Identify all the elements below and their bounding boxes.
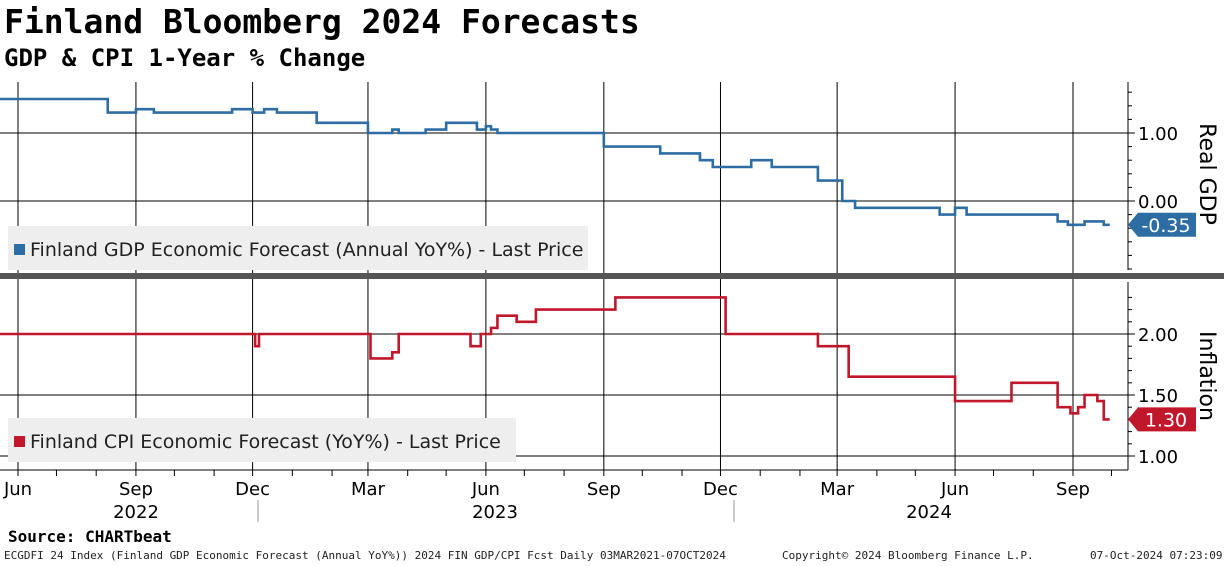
- legend-swatch: [14, 436, 25, 447]
- x-tick-label: Dec: [703, 479, 738, 500]
- chart-subtitle: GDP & CPI 1-Year % Change: [4, 44, 366, 72]
- panel-separator: [0, 273, 1224, 279]
- x-year-label: 2022: [113, 502, 159, 523]
- x-tick-label: Dec: [235, 479, 270, 500]
- x-tick-label: Sep: [587, 479, 621, 500]
- x-tick-label: Mar: [351, 479, 386, 500]
- y-tick-label: 0.00: [1138, 192, 1178, 213]
- x-tick-label: Mar: [820, 479, 855, 500]
- cpi-panel: 2.00 1.50 1.00 Inflation Finland CPI Economi…: [0, 282, 1219, 470]
- y-tick-label: 1.50: [1138, 386, 1178, 407]
- series-line: [0, 97, 1110, 227]
- x-year-label: 2024: [906, 502, 952, 523]
- y-axis-title: Inflation: [1194, 331, 1219, 421]
- grid: [0, 82, 1224, 470]
- last-value-tag: [1128, 407, 1196, 432]
- x-tick-label: Sep: [1056, 479, 1090, 500]
- chart-title: Finland Bloomberg 2024 Forecasts: [4, 2, 640, 41]
- footer-timestamp: 07-Oct-2024 07:23:09: [1090, 549, 1223, 562]
- legend-label: Finland CPI Economic Forecast (YoY%) - L…: [30, 431, 501, 453]
- x-tick-label: Jun: [940, 479, 969, 500]
- last-value-label: -0.35: [1141, 215, 1190, 237]
- footer-copyright: Copyright© 2024 Bloomberg Finance L.P.: [782, 549, 1034, 562]
- x-tick-label: Jun: [471, 479, 500, 500]
- gdp-panel: 1.00 0.00 Real GDP Finland GDP Economic For…: [0, 82, 1219, 270]
- series-line: [0, 296, 1110, 421]
- x-tick-label: Sep: [119, 479, 153, 500]
- legend-swatch: [14, 244, 25, 255]
- y-tick-label: 2.00: [1138, 325, 1178, 346]
- legend-box: [8, 226, 588, 270]
- last-value-tag: [1128, 212, 1196, 237]
- legend-label: Finland GDP Economic Forecast (Annual Yo…: [30, 239, 583, 261]
- legend-box: [8, 418, 516, 462]
- footer-description: ECGDFI 24 Index (Finland GDP Economic Fo…: [4, 549, 726, 562]
- y-tick-label: 1.00: [1138, 124, 1178, 145]
- source-note: Source: CHARTbeat: [8, 527, 172, 546]
- x-year-label: 2023: [472, 502, 518, 523]
- y-tick-label: 1.00: [1138, 447, 1178, 468]
- last-value-label: 1.30: [1145, 409, 1187, 431]
- x-tick-label: Jun: [3, 479, 32, 500]
- y-axis-title: Real GDP: [1194, 123, 1219, 225]
